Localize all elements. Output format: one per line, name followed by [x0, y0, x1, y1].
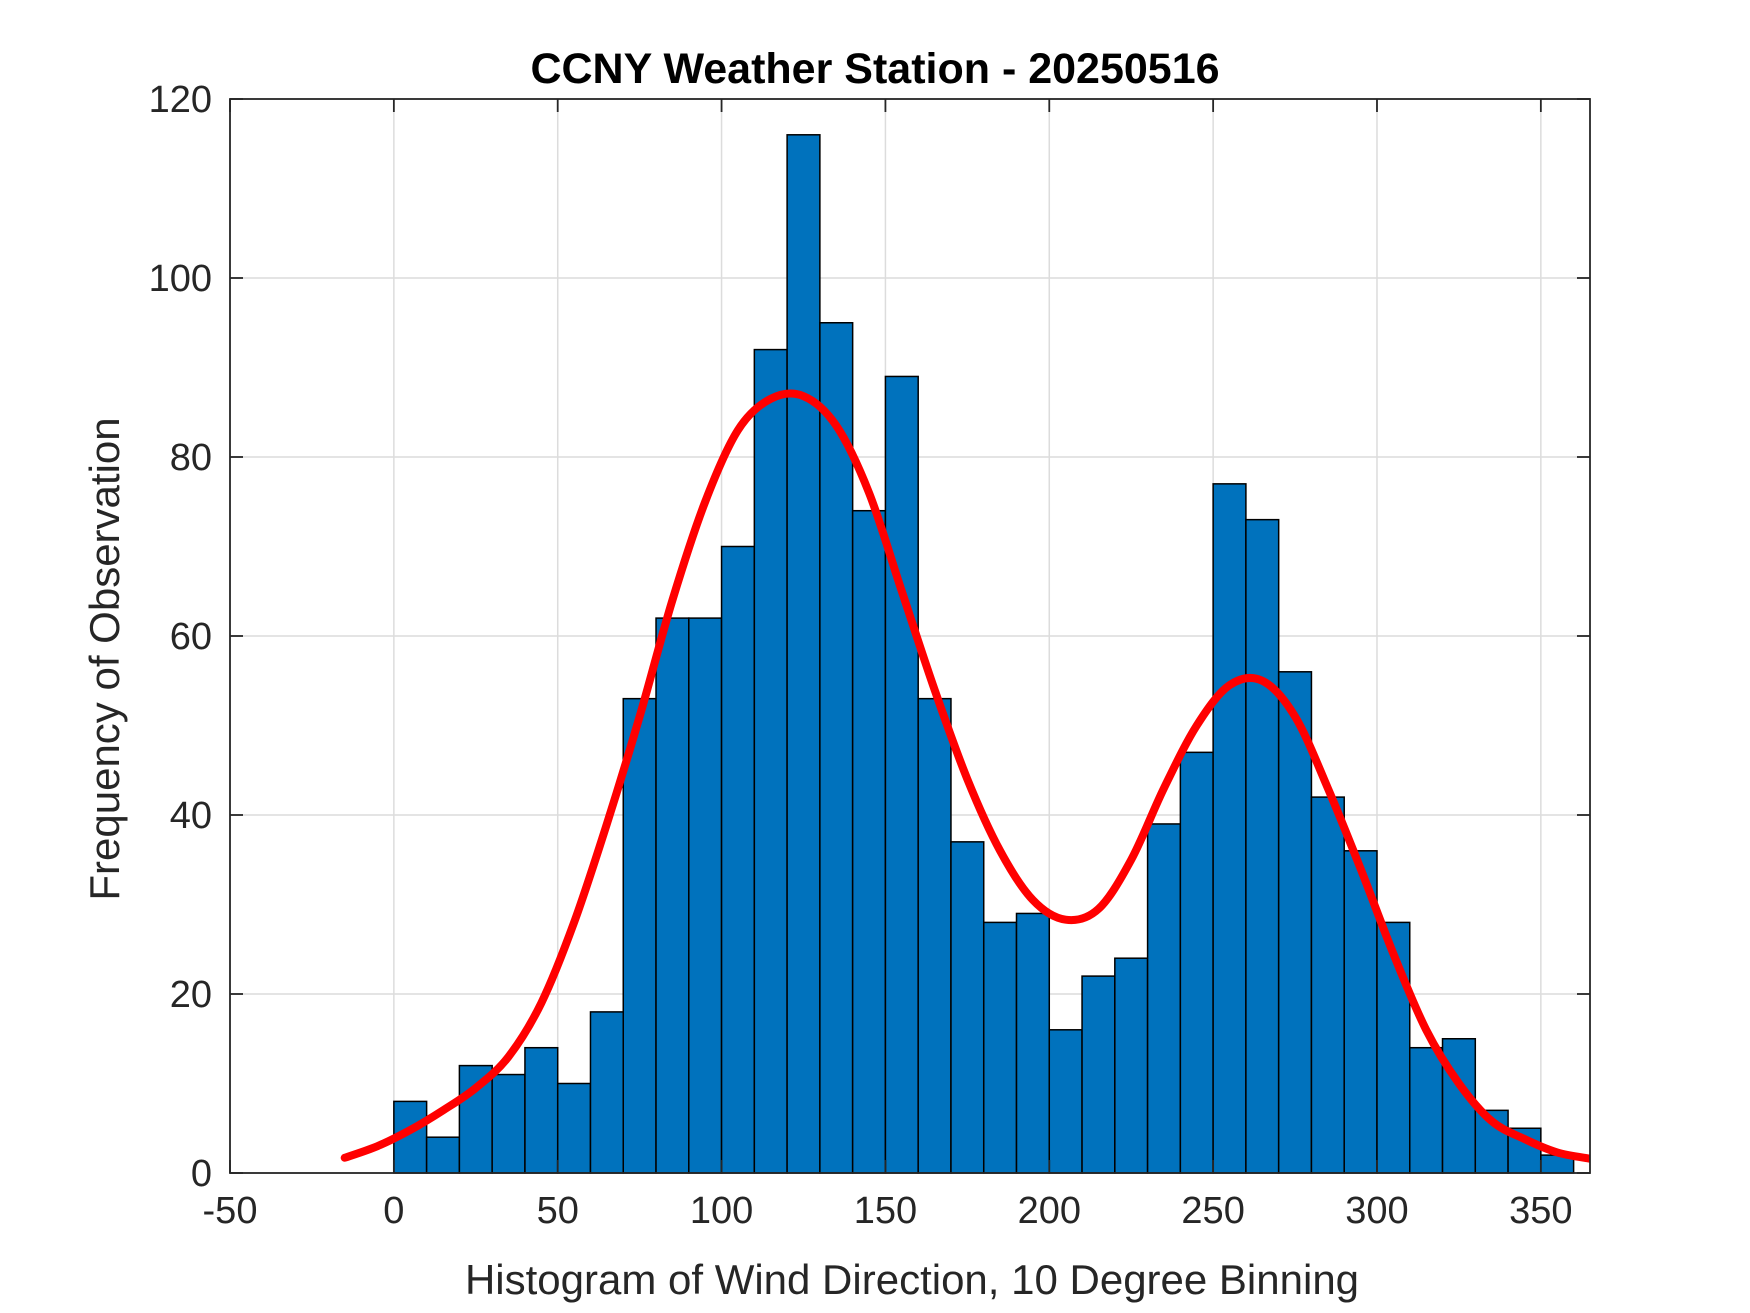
x-axis-label: Histogram of Wind Direction, 10 Degree B… [465, 1256, 1359, 1303]
histogram-bar [1310, 796, 1345, 1174]
histogram-bar [622, 697, 657, 1174]
chart-title: CCNY Weather Station - 20250516 [530, 45, 1219, 93]
histogram-bar [1441, 1038, 1477, 1174]
x-tick-label: 50 [537, 1190, 579, 1232]
fit-curve-layer [340, 389, 1590, 1163]
histogram-bar [786, 134, 821, 1174]
histogram-bar [491, 1073, 526, 1174]
y-tick-label: 100 [149, 258, 212, 300]
histogram-bar [884, 375, 919, 1174]
fit-curve-line [340, 389, 1590, 1163]
histogram-bar [851, 509, 887, 1174]
histogram-bar [589, 1011, 625, 1174]
x-tick-label: 200 [1018, 1190, 1081, 1232]
histogram-bar [1409, 1046, 1444, 1174]
histogram-bar [655, 617, 690, 1174]
histogram-bar [917, 697, 952, 1174]
histogram-bar [556, 1082, 592, 1174]
histogram-bar [1015, 912, 1051, 1174]
x-tick-label: 250 [1181, 1190, 1244, 1232]
y-tick-label: 0 [191, 1153, 212, 1195]
histogram-bar [1048, 1029, 1083, 1174]
y-tick-label: 40 [170, 795, 212, 837]
x-tick-label: 350 [1509, 1190, 1572, 1232]
x-tick-label: -50 [203, 1190, 258, 1232]
histogram-bar [1179, 751, 1214, 1174]
histogram-bar [524, 1046, 559, 1174]
x-tick-label: 300 [1345, 1190, 1408, 1232]
histogram-bar [950, 841, 985, 1174]
histogram-bars [393, 134, 1575, 1174]
histogram-bar [1146, 823, 1182, 1174]
histogram-bar [1114, 957, 1149, 1174]
histogram-bar [720, 545, 756, 1174]
x-tick-label: 100 [690, 1190, 753, 1232]
histogram-bar [753, 348, 788, 1174]
histogram-bar [425, 1136, 461, 1174]
histogram-bar [1212, 483, 1247, 1174]
histogram-bar [982, 921, 1018, 1174]
y-tick-label: 20 [170, 974, 212, 1016]
y-tick-label: 60 [170, 616, 212, 658]
histogram-bar [688, 617, 723, 1174]
x-tick-label: 0 [383, 1190, 404, 1232]
histogram-bar [1245, 518, 1280, 1174]
y-tick-label: 80 [170, 437, 212, 479]
y-tick-label: 120 [149, 79, 212, 121]
x-tick-label: 150 [854, 1190, 917, 1232]
axes-box [229, 98, 1591, 1174]
y-axis-label: Frequency of Observation [81, 417, 128, 900]
histogram-bar [1081, 975, 1116, 1174]
